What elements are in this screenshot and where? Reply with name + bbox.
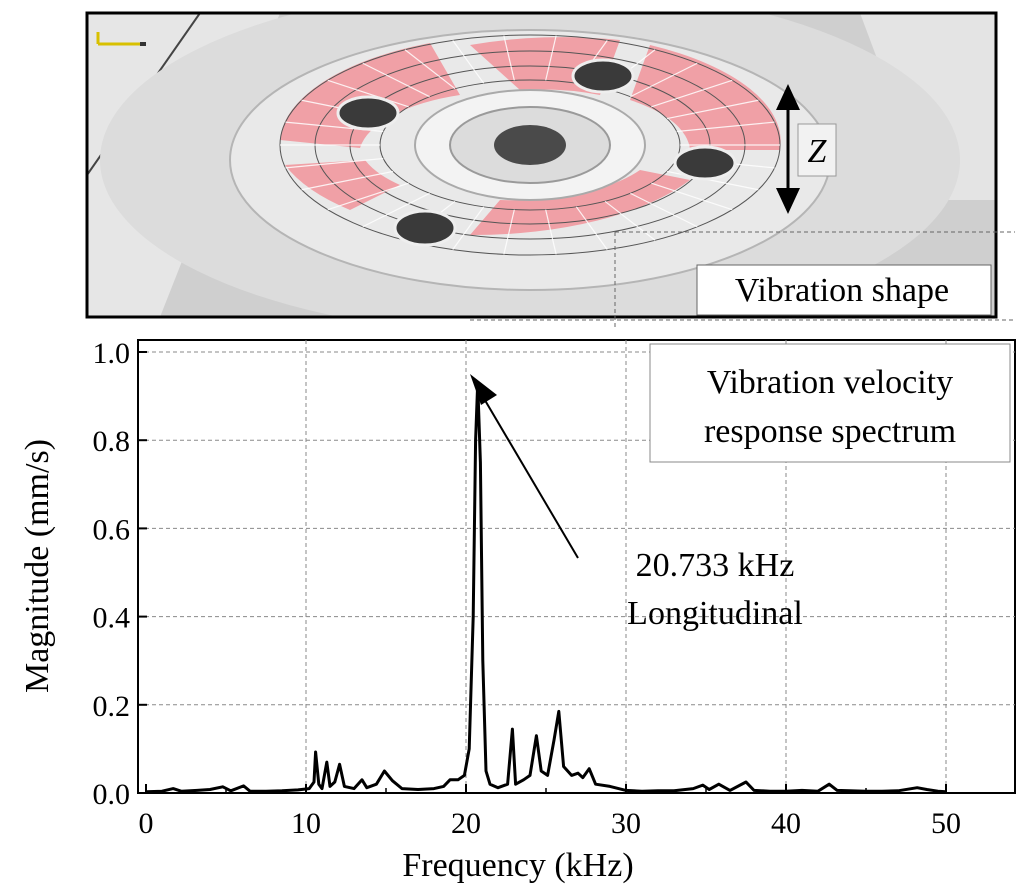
mesh-spoke xyxy=(503,35,515,81)
mesh-spoke xyxy=(630,192,698,228)
mesh-segment xyxy=(280,43,460,148)
x-tick-label: 50 xyxy=(931,807,961,840)
center-hole xyxy=(494,125,566,165)
legend-line-2: response spectrum xyxy=(704,413,956,450)
peak-arrow-head xyxy=(470,374,497,405)
x-tick-label: 10 xyxy=(291,807,321,840)
peak-mode-label: Longitudinal xyxy=(627,595,803,632)
y-tick-label: 1.0 xyxy=(93,337,131,370)
spectrum-line xyxy=(145,381,947,794)
x-tick-labels: 0 10 20 30 40 50 xyxy=(139,807,962,840)
photo-caption: Vibration shape xyxy=(735,272,949,309)
x-tick-label: 30 xyxy=(611,807,641,840)
legend-line-1: Vibration velocity xyxy=(707,364,953,401)
mesh-spoke xyxy=(452,40,485,84)
mesh-spoke xyxy=(285,157,384,169)
bolt-hole xyxy=(336,95,400,131)
caption-box xyxy=(696,264,992,316)
bolt-hole xyxy=(673,145,737,181)
mesh-spoke xyxy=(651,182,733,211)
mesh-spoke xyxy=(301,170,394,191)
mesh-spoke xyxy=(676,121,775,133)
z-axis-arrow: Z xyxy=(776,84,837,214)
mesh-segment xyxy=(630,45,781,150)
vibration-photo xyxy=(87,13,996,317)
legend-box xyxy=(649,343,1011,463)
mesh-spoke xyxy=(362,192,430,228)
mesh-spoke xyxy=(545,35,557,81)
x-axis-label: Frequency (kHz) xyxy=(402,847,633,884)
mesh-spoke xyxy=(666,99,759,120)
y-tick-label: 0.8 xyxy=(93,425,131,458)
photo-frame xyxy=(85,11,998,319)
mesh-spoke xyxy=(545,209,557,255)
x-tick-label: 20 xyxy=(451,807,481,840)
bolt-hole xyxy=(393,209,457,247)
mesh-spoke xyxy=(604,200,656,241)
mesh-segment xyxy=(470,170,690,236)
bolt-hole xyxy=(571,58,635,94)
mesh-spoke xyxy=(630,62,698,98)
mesh-spoke xyxy=(651,79,733,108)
axis-triad-icon xyxy=(96,32,146,46)
mesh-spoke xyxy=(362,62,430,98)
chart: 0 10 20 30 40 50 0.0 0.2 0.4 0.6 0.8 1.0 Frequency… xyxy=(19,337,1016,884)
mesh-spoke xyxy=(575,206,608,250)
mesh-spoke xyxy=(503,209,515,255)
y-tick-label: 0.2 xyxy=(93,690,131,723)
y-axis-label: Magnitude (mm/s) xyxy=(19,439,56,693)
peak-frequency-label: 20.733 kHz xyxy=(636,547,795,584)
mesh-spoke xyxy=(452,206,485,250)
mesh-spoke xyxy=(327,79,409,108)
x-tick-label: 0 xyxy=(139,807,154,840)
z-label-box xyxy=(797,123,837,177)
leader-lines xyxy=(470,231,1015,330)
peak-arrow xyxy=(475,384,579,559)
y-tick-label: 0.6 xyxy=(93,513,131,546)
y-tick-label: 0.0 xyxy=(93,778,131,811)
x-tick-label: 40 xyxy=(771,807,801,840)
mesh-spoke xyxy=(404,49,456,90)
z-axis-label: Z xyxy=(808,133,828,170)
y-tick-labels: 0.0 0.2 0.4 0.6 0.8 1.0 xyxy=(93,337,131,811)
mesh-spoke xyxy=(327,182,409,211)
y-tick-label: 0.4 xyxy=(93,602,131,635)
mesh-segment xyxy=(285,160,400,210)
